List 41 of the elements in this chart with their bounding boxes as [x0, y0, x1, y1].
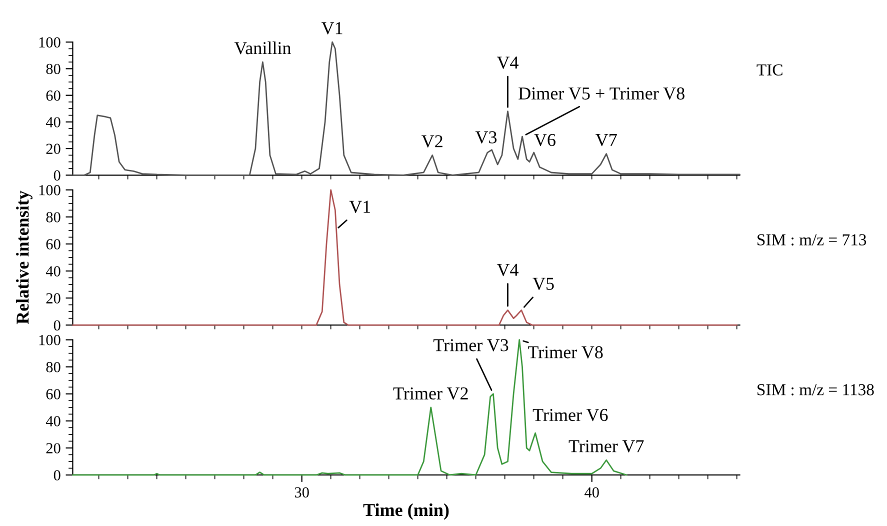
annotation: Trimer V8: [528, 346, 603, 358]
text: SIM : m/z = 713: [758, 234, 866, 246]
annotation: Trimer V2: [393, 387, 468, 400]
y-tick-label: 40: [46, 117, 60, 128]
annotation: V4: [496, 264, 518, 276]
annotation: Vanillin: [234, 42, 291, 54]
y-tick-label: 60: [46, 389, 60, 400]
annotation: V5: [532, 278, 554, 290]
y-tick-label: 100: [39, 185, 60, 196]
annotation: V1: [321, 22, 342, 34]
annotation: V1: [349, 200, 370, 213]
annotation: V6: [534, 134, 556, 146]
y-tick-label: 20: [46, 293, 60, 304]
text: TIC: [756, 64, 782, 76]
text: SIM : m/z = 1138: [758, 384, 874, 396]
annotation: V2: [422, 135, 442, 148]
y-tick-label: 100: [39, 37, 60, 48]
annotation: Trimer V3: [433, 339, 508, 352]
y-tick-label: 0: [54, 320, 60, 331]
y-axis-title: Relative intensity: [16, 190, 32, 324]
line-series: [72, 189, 738, 326]
annotation: V3: [475, 131, 497, 144]
y-tick-label: 80: [46, 362, 60, 372]
y-tick-label: 40: [46, 416, 60, 426]
y-tick-label: 0: [54, 170, 60, 181]
annotation: Dimer V5 + Trimer V8: [518, 87, 684, 100]
y-tick-label: 20: [46, 144, 60, 154]
x-axis-title: Time (min): [363, 503, 449, 520]
y-tick-label: 60: [46, 239, 60, 250]
y-tick-label: 60: [46, 90, 60, 101]
y-tick-label: 40: [46, 266, 60, 276]
annotation: V4: [496, 56, 518, 69]
annotation: V7: [596, 134, 617, 146]
y-tick-label: 100: [39, 334, 60, 346]
y-tick-label: 80: [46, 212, 60, 222]
annotation: Trimer V7: [568, 440, 644, 452]
y-tick-label: 80: [46, 64, 60, 74]
annotation: Trimer V6: [532, 408, 608, 422]
y-tick-label: 0: [54, 470, 60, 480]
x-tick-label: 30: [294, 487, 309, 498]
y-tick-label: 20: [46, 443, 60, 454]
